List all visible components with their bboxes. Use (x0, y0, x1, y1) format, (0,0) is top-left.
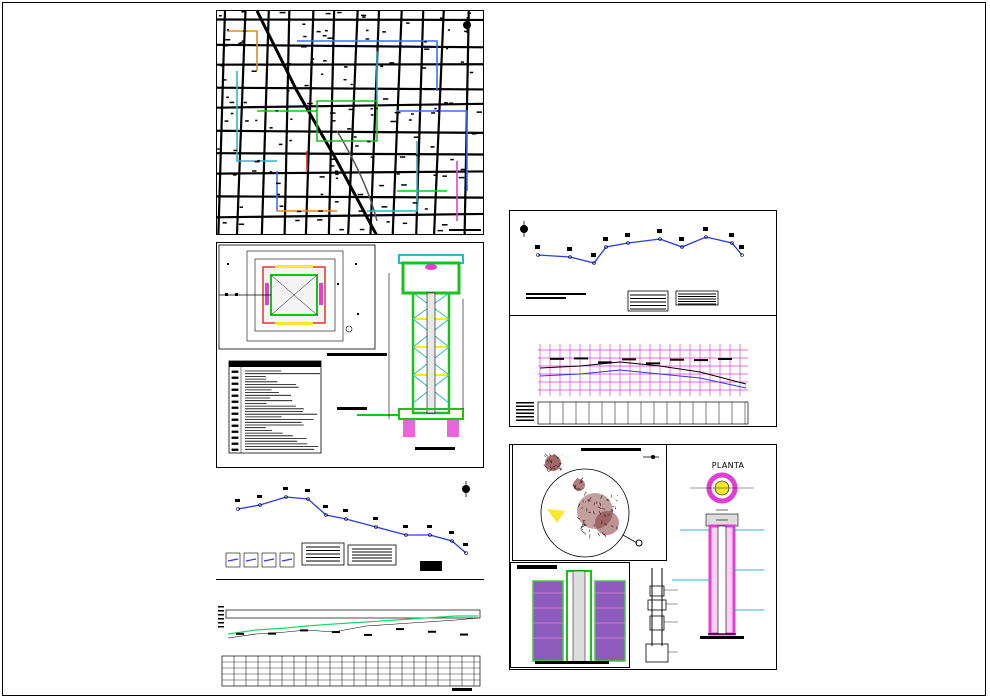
well-detail-frame (509, 444, 777, 670)
location-map (512, 444, 667, 561)
panel-divider (216, 579, 484, 580)
water-network (217, 11, 483, 232)
well-construction-detail (510, 562, 630, 668)
planta-label: PLANTA (711, 461, 745, 470)
street-network-drawing (217, 11, 483, 234)
longitudinal-profile-drawing (516, 344, 749, 425)
north-arrow-icon (520, 221, 528, 237)
location-map-drawing (540, 448, 659, 558)
tank-plan-and-elevation (216, 242, 484, 468)
longitudinal-profile-left (216, 594, 484, 694)
pump-column-detail (636, 566, 680, 666)
north-arrow-icon (462, 481, 470, 497)
tank-elevation (337, 254, 464, 450)
spec-table (228, 360, 322, 454)
well-elevation-drawing (672, 472, 764, 639)
profile-plan-left-drawing (225, 481, 470, 571)
profile-plan-left (216, 475, 484, 580)
tank-drawing (218, 244, 464, 454)
longitudinal-profile-right (509, 315, 777, 427)
profile-plan-drawing (520, 221, 744, 312)
city-street-map (216, 10, 484, 235)
tank-plan-box (218, 244, 376, 350)
well-elevation (672, 470, 776, 668)
profile-plan-top-right (509, 210, 777, 316)
pump-column-drawing (645, 568, 678, 663)
well-construction-drawing (517, 565, 626, 664)
longitudinal-profile-left-drawing (218, 606, 481, 691)
